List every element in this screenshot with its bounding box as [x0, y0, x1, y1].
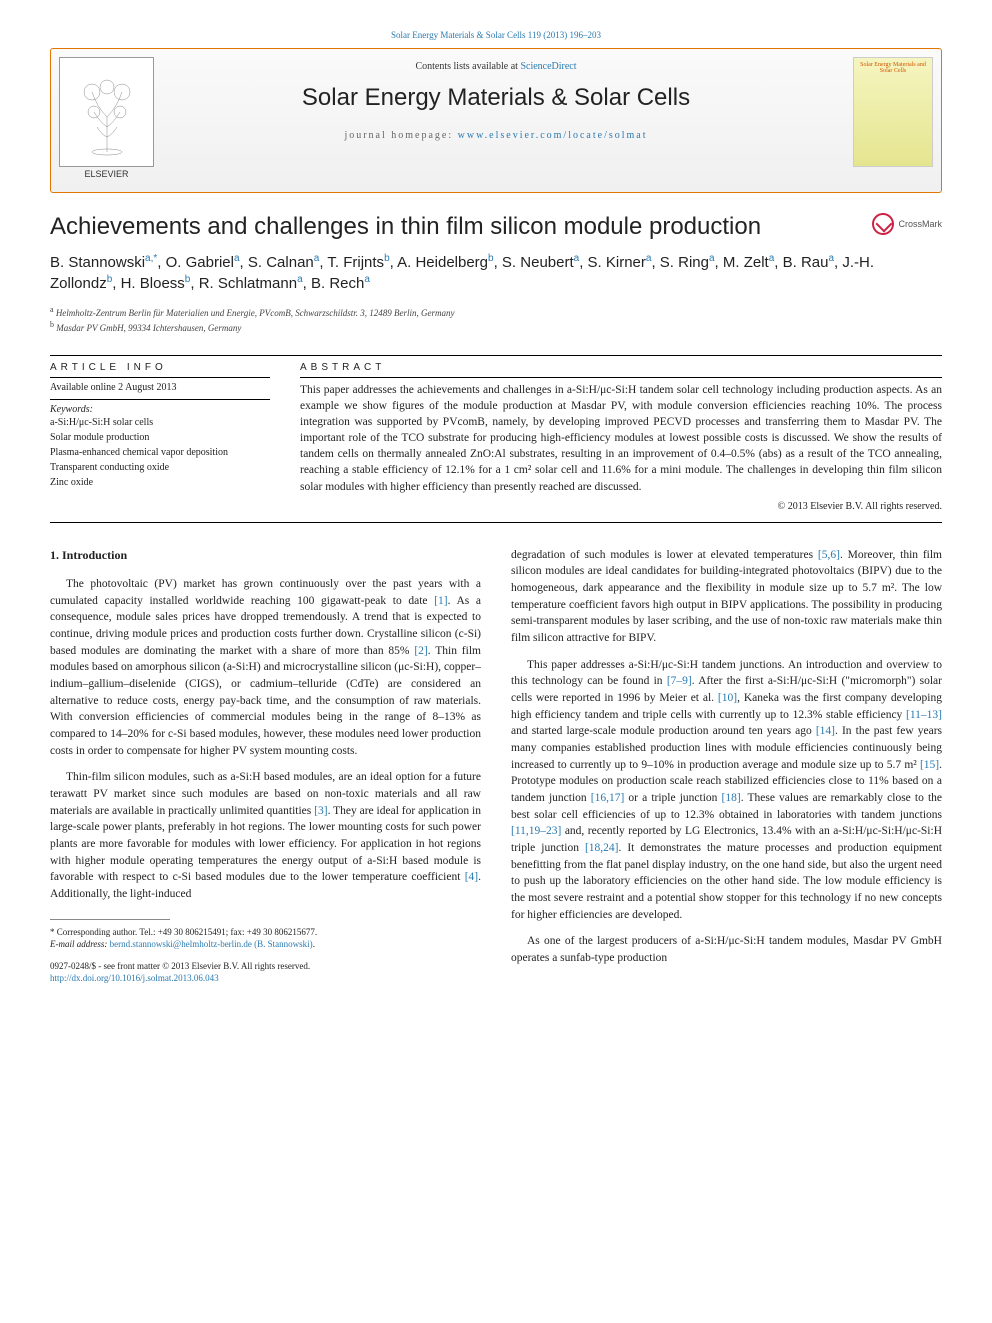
section-title: 1. Introduction — [50, 547, 481, 564]
contents-available: Contents lists available at ScienceDirec… — [51, 61, 941, 72]
ref-link[interactable]: [1] — [434, 595, 447, 607]
homepage-link[interactable]: www.elsevier.com/locate/solmat — [458, 130, 648, 141]
crossmark-badge[interactable]: CrossMark — [872, 213, 942, 235]
author-list: B. Stannowskia,*, O. Gabriela, S. Calnan… — [50, 252, 942, 294]
divider — [50, 355, 942, 356]
body-columns: 1. Introduction The photovoltaic (PV) ma… — [50, 547, 942, 985]
ref-link[interactable]: [15] — [920, 759, 939, 771]
ref-link[interactable]: [2] — [414, 645, 427, 657]
keyword: Plasma-enhanced chemical vapor depositio… — [50, 445, 270, 460]
doi-link[interactable]: http://dx.doi.org/10.1016/j.solmat.2013.… — [50, 973, 219, 983]
ref-link[interactable]: [7–9] — [667, 675, 692, 687]
crossmark-label: CrossMark — [898, 219, 942, 229]
running-head: Solar Energy Materials & Solar Cells 119… — [50, 30, 942, 40]
ref-link[interactable]: [5,6] — [818, 549, 840, 561]
available-online: Available online 2 August 2013 — [50, 382, 270, 393]
publisher-name: ELSEVIER — [59, 169, 154, 179]
ref-link[interactable]: [11–13] — [906, 709, 942, 721]
paragraph: The photovoltaic (PV) market has grown c… — [50, 576, 481, 759]
publisher-logo[interactable]: ELSEVIER — [59, 57, 154, 182]
paragraph: As one of the largest producers of a-Si:… — [511, 933, 942, 966]
ref-link[interactable]: [14] — [816, 725, 835, 737]
journal-cover-thumb[interactable]: Solar Energy Materials and Solar Cells — [853, 57, 933, 167]
crossmark-icon — [872, 213, 894, 235]
paragraph: This paper addresses a-Si:H/μc-Si:H tand… — [511, 657, 942, 924]
corresponding-author: * Corresponding author. Tel.: +49 30 806… — [50, 926, 481, 951]
ref-link[interactable]: [11,19–23] — [511, 825, 561, 837]
keyword: a-Si:H/μc-Si:H solar cells — [50, 415, 270, 430]
ref-link[interactable]: [18] — [722, 792, 741, 804]
copyright: © 2013 Elsevier B.V. All rights reserved… — [300, 501, 942, 512]
article-title: Achievements and challenges in thin film… — [50, 213, 761, 242]
ref-link[interactable]: [4] — [465, 871, 478, 883]
ref-link[interactable]: [10] — [718, 692, 737, 704]
abstract-head: ABSTRACT — [300, 362, 942, 373]
abstract-text: This paper addresses the achievements an… — [300, 382, 942, 495]
ref-link[interactable]: [18,24] — [585, 842, 619, 854]
sciencedirect-link[interactable]: ScienceDirect — [520, 61, 576, 72]
elsevier-tree-icon — [59, 57, 154, 167]
affil-link-a[interactable]: a,* — [145, 253, 157, 264]
email-link[interactable]: bernd.stannowski@helmholtz-berlin.de (B.… — [110, 939, 313, 949]
journal-header: ELSEVIER Contents lists available at Sci… — [50, 48, 942, 193]
column-left: 1. Introduction The photovoltaic (PV) ma… — [50, 547, 481, 985]
column-right: degradation of such modules is lower at … — [511, 547, 942, 985]
keyword: Solar module production — [50, 430, 270, 445]
article-info-head: ARTICLE INFO — [50, 362, 270, 373]
issn-doi: 0927-0248/$ - see front matter © 2013 El… — [50, 961, 481, 984]
ref-link[interactable]: [3] — [314, 805, 327, 817]
running-head-link[interactable]: Solar Energy Materials & Solar Cells 119… — [391, 30, 601, 40]
affiliations: a Helmholtz-Zentrum Berlin für Materiali… — [50, 304, 942, 335]
paragraph: degradation of such modules is lower at … — [511, 547, 942, 647]
ref-link[interactable]: [16,17] — [591, 792, 625, 804]
journal-name: Solar Energy Materials & Solar Cells — [51, 84, 941, 112]
journal-homepage: journal homepage: www.elsevier.com/locat… — [51, 130, 941, 141]
keywords-head: Keywords: — [50, 404, 270, 415]
keyword: Transparent conducting oxide — [50, 460, 270, 475]
keyword: Zinc oxide — [50, 475, 270, 490]
paragraph: Thin-film silicon modules, such as a-Si:… — [50, 769, 481, 902]
keywords-list: a-Si:H/μc-Si:H solar cells Solar module … — [50, 415, 270, 490]
